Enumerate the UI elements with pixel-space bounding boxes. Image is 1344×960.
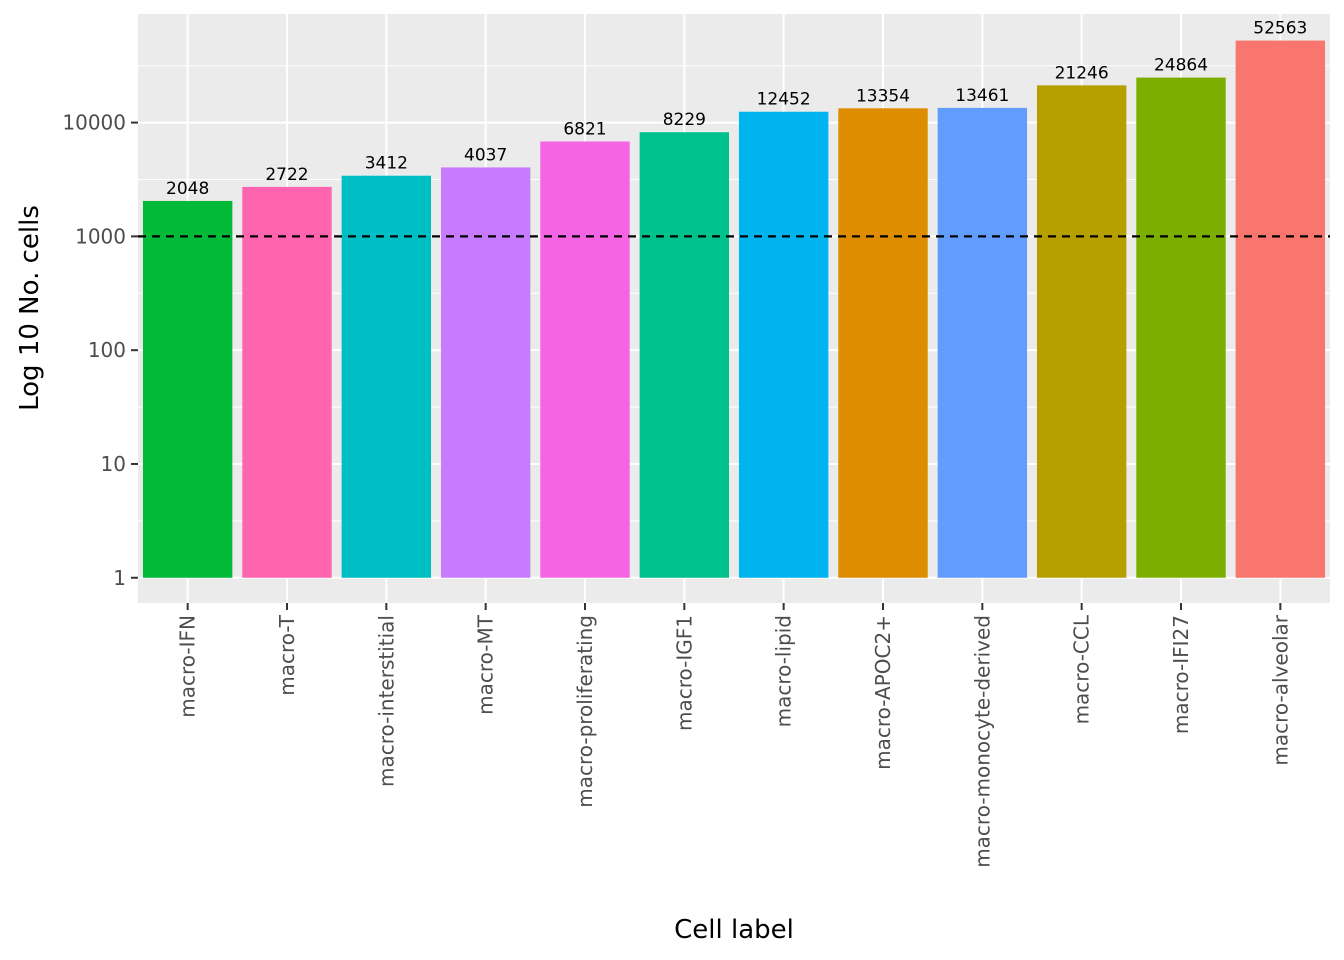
data-label: 2048 — [166, 179, 209, 199]
data-label: 3412 — [365, 154, 408, 174]
data-labels: 2048 2722 3412 4037 6821 8229 12452 13354 13461 2… — [166, 19, 1307, 199]
bar-macro-CCL — [1036, 85, 1127, 578]
bar-macro-MT — [440, 167, 531, 578]
bar-macro-IFN — [142, 200, 233, 578]
data-label: 2722 — [265, 165, 308, 185]
x-tick-label: macro-IFN — [176, 615, 200, 718]
bar-macro-proliferating — [540, 141, 630, 578]
data-label: 52563 — [1253, 19, 1307, 39]
x-tick-label: macro-monocyte-derived — [970, 615, 994, 868]
bar-macro-monocyte-derived — [937, 107, 1028, 578]
x-tick-label: macro-APOC2+ — [871, 615, 895, 770]
x-tick-label: macro-interstitial — [374, 615, 398, 787]
data-label: 24864 — [1154, 56, 1208, 76]
x-tick-label: macro-T — [275, 614, 299, 696]
data-label: 21246 — [1055, 63, 1109, 83]
y-tick-label: 10000 — [62, 111, 126, 135]
minor-gridlines — [138, 65, 1330, 522]
x-tick-label: macro-MT — [474, 614, 498, 715]
x-tick-label: macro-lipid — [772, 615, 796, 727]
y-axis-title: Log 10 No. cells — [15, 205, 45, 411]
y-tick-label: 10 — [101, 452, 126, 476]
bar-macro-alveolar — [1235, 40, 1326, 578]
bar-macro-IFI27 — [1136, 77, 1226, 578]
data-label: 13461 — [955, 86, 1009, 106]
bars — [142, 40, 1326, 578]
x-axis: macro-IFN macro-T macro-interstitial macro-… — [176, 603, 1292, 868]
data-label: 6821 — [563, 119, 606, 139]
bar-macro-T — [242, 186, 332, 578]
x-tick-label: macro-IGF1 — [672, 615, 696, 731]
x-tick-label: macro-proliferating — [573, 615, 597, 808]
data-label: 12452 — [757, 90, 811, 110]
bar-macro-interstitial — [341, 175, 432, 578]
y-tick-label: 1 — [113, 566, 126, 590]
bar-macro-APOC2+ — [838, 108, 928, 578]
plot-panel — [138, 14, 1330, 603]
data-label: 8229 — [663, 110, 706, 130]
x-axis-title: Cell label — [674, 915, 794, 945]
bar-macro-IGF1 — [639, 132, 730, 578]
bar-macro-lipid — [738, 111, 829, 578]
data-label: 4037 — [464, 145, 507, 165]
x-tick-label: macro-alveolar — [1268, 614, 1292, 765]
y-tick-label: 100 — [88, 338, 126, 362]
data-label: 13354 — [856, 86, 910, 106]
x-tick-label: macro-CCL — [1070, 614, 1094, 724]
y-tick-label: 1000 — [75, 224, 126, 248]
y-axis: 1 10 100 1000 10000 — [62, 111, 138, 590]
x-tick-label: macro-IFI27 — [1169, 615, 1193, 734]
